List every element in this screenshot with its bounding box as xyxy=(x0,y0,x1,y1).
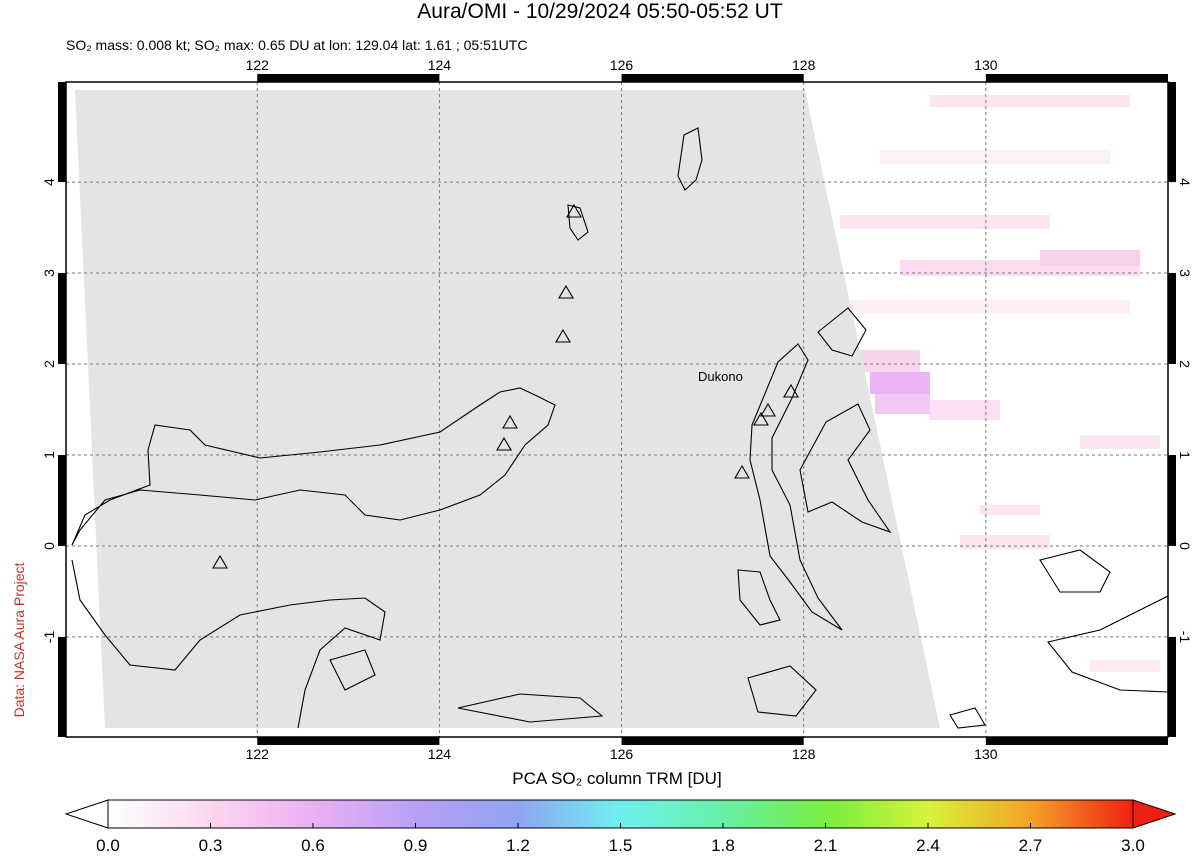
frame-bar xyxy=(1168,454,1176,546)
colorbar-tick-label: 1.2 xyxy=(506,836,530,855)
frame-bar xyxy=(1168,273,1176,365)
frame-bar xyxy=(58,273,66,365)
credit: Data: NASA Aura Project xyxy=(11,562,27,717)
y-tick-label: 0 xyxy=(41,542,57,550)
x-tick-label: 126 xyxy=(610,57,634,73)
x-tick-label: 130 xyxy=(974,746,998,762)
colorbar-tick-label: 3.0 xyxy=(1121,836,1145,855)
map-frame xyxy=(58,74,1176,745)
frame-bar xyxy=(257,737,440,745)
x-tick-label: 122 xyxy=(246,746,270,762)
y-tick-label: 4 xyxy=(1177,178,1193,186)
colorbar-tick-label: 2.1 xyxy=(814,836,838,855)
frame-bar xyxy=(58,454,66,546)
subtitle: SO₂ mass: 0.008 kt; SO₂ max: 0.65 DU at … xyxy=(66,37,527,53)
frame-bar xyxy=(58,636,66,737)
colorbar-arrow-high xyxy=(1132,799,1177,829)
colorbar-tick-label: 0.6 xyxy=(301,836,325,855)
frame-bar xyxy=(985,74,1168,82)
y-tick-label: -1 xyxy=(1177,631,1193,644)
x-tick-label: 126 xyxy=(610,746,634,762)
colorbar-arrow-low xyxy=(64,799,109,829)
colorbar-tick-label: 1.8 xyxy=(711,836,735,855)
frame-bar xyxy=(1168,82,1176,183)
x-tick-label: 124 xyxy=(428,746,452,762)
swath xyxy=(75,90,940,728)
frame-bar xyxy=(621,737,804,745)
colorbar-tick-label: 0.0 xyxy=(96,836,120,855)
y-tick-label: 1 xyxy=(41,451,57,459)
x-tick-label: 128 xyxy=(792,57,816,73)
colorbar-tick-label: 1.5 xyxy=(609,836,633,855)
x-tick-label: 128 xyxy=(792,746,816,762)
x-tick-label: 130 xyxy=(974,57,998,73)
coastlines xyxy=(71,127,1168,729)
volcano-label: Dukono xyxy=(698,369,743,384)
y-tick-label: 2 xyxy=(41,360,57,368)
frame-bar xyxy=(58,82,66,183)
volcanoes xyxy=(212,203,799,569)
y-tick-label: 3 xyxy=(41,269,57,277)
y-tick-label: 3 xyxy=(1177,269,1193,277)
frame-bar xyxy=(985,737,1168,745)
colorbar-tick-label: 2.4 xyxy=(916,836,940,855)
title: Aura/OMI - 10/29/2024 05:50-05:52 UT xyxy=(417,0,783,23)
x-tick-label: 124 xyxy=(428,57,452,73)
grid xyxy=(66,82,1168,737)
colorbar-tick-label: 0.3 xyxy=(199,836,223,855)
frame-bar xyxy=(1168,636,1176,737)
colorbar-tick-label: 0.9 xyxy=(404,836,428,855)
y-tick-label: 1 xyxy=(1177,451,1193,459)
y-tick-label: 4 xyxy=(41,178,57,186)
frame-border xyxy=(65,81,1169,738)
x-tick-label: 122 xyxy=(246,57,270,73)
frame-bar xyxy=(257,74,440,82)
y-tick-label: 2 xyxy=(1177,360,1193,368)
map-area: Dukono xyxy=(66,82,1168,737)
y-tick-label: 0 xyxy=(1177,542,1193,550)
colorbar-label: PCA SO₂ column TRM [DU] xyxy=(512,769,721,788)
frame-bar xyxy=(621,74,804,82)
colorbar-ticks: 0.0 0.3 0.6 0.9 1.2 1.5 1.8 2.1 2.4 2.7 3.0 xyxy=(96,823,1145,855)
colorbar-tick-label: 2.7 xyxy=(1019,836,1043,855)
y-tick-label: -1 xyxy=(41,630,57,643)
